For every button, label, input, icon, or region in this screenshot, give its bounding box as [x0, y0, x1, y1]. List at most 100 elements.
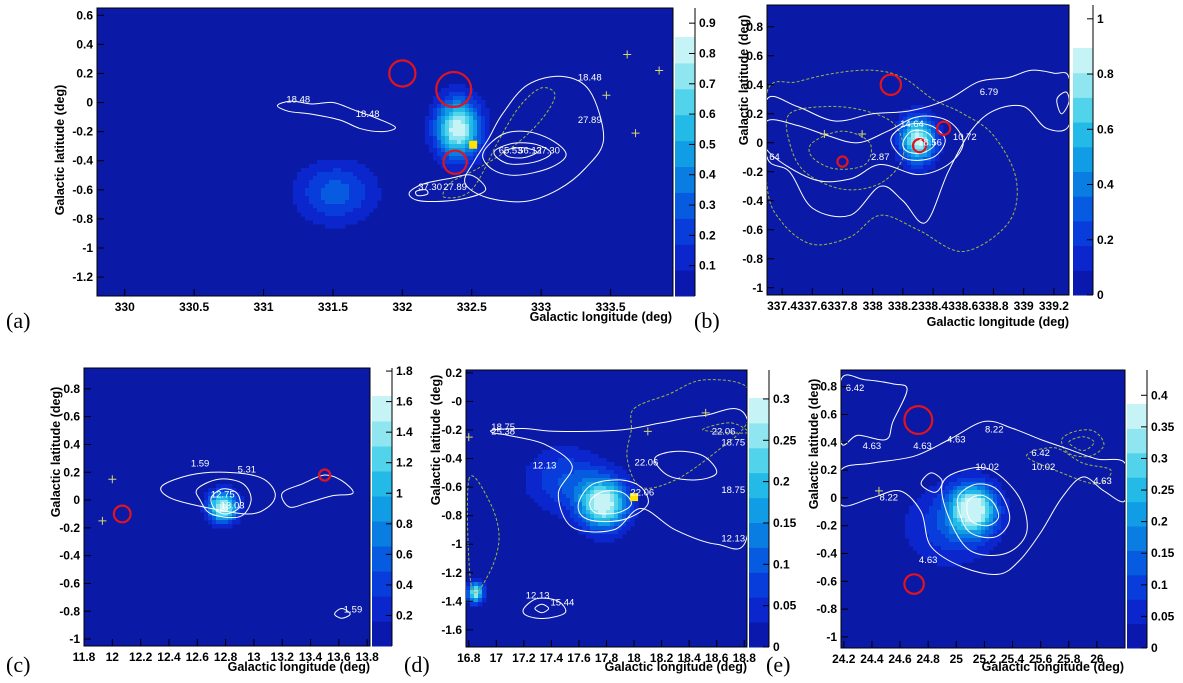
heatmap-cell: [317, 212, 322, 217]
heatmap-cell: [574, 462, 579, 467]
heatmap-cell: [542, 458, 547, 463]
heatmap-cell: [554, 502, 559, 507]
colorbar-swatch: [675, 37, 695, 64]
heatmap-cell: [469, 116, 474, 121]
heatmap-cell: [973, 506, 978, 511]
y-ticks-b: -1-0.8-0.6-0.4-0.200.20.40.60.8: [742, 20, 774, 295]
heatmap-cell: [301, 176, 306, 181]
heatmap-cell: [899, 121, 904, 126]
x-ticks-c: 11.8 12 12.2 12.4 12.6 12.8 13 13.2 13.4 13.6 13.8: [73, 639, 379, 664]
heatmap-cell: [969, 506, 974, 511]
heatmap-cell: [542, 506, 547, 511]
x-tick-label: 18.8: [733, 651, 757, 665]
heatmap-cell: [216, 520, 221, 525]
heatmap-cell: [554, 450, 559, 455]
heatmap-cell: [208, 504, 213, 509]
colorbar-swatch: [1127, 574, 1147, 600]
heatmap-cell: [977, 498, 982, 503]
heatmap-cell: [981, 542, 986, 547]
heatmap-cell: [309, 172, 314, 177]
heatmap-cell: [477, 124, 482, 129]
heatmap-cell: [923, 121, 928, 126]
colorbar-tick-label: 0.1: [773, 557, 790, 571]
heatmap-cell: [441, 116, 446, 121]
heatmap-cell: [333, 224, 338, 229]
heatmap-cell: [216, 496, 221, 501]
y-tick-label: 0.2: [445, 366, 462, 380]
heatmap-cell: [554, 454, 559, 459]
heatmap-cell: [373, 192, 378, 197]
heatmap-cell: [365, 188, 370, 193]
y-axis-title-b: Galactic latitude (deg): [737, 15, 751, 146]
heatmap-cell: [606, 510, 611, 515]
heatmap-cell: [341, 196, 346, 201]
heatmap-cell: [357, 176, 362, 181]
heatmap-cell: [618, 482, 623, 487]
heatmap-cell: [301, 188, 306, 193]
heatmap-cell: [341, 200, 346, 205]
heatmap-cell: [453, 144, 458, 149]
cross-marker: [643, 427, 652, 436]
heatmap-cell: [985, 546, 990, 551]
heatmap-cell: [325, 204, 330, 209]
heatmap-cell: [550, 498, 555, 503]
heatmap-cell: [610, 514, 615, 519]
heatmap-cell: [921, 550, 926, 555]
heatmap-cell: [586, 486, 591, 491]
heatmap-cell: [582, 462, 587, 467]
heatmap-cell: [923, 117, 928, 122]
heatmap-cell: [913, 506, 918, 511]
heatmap-cell: [953, 486, 958, 491]
heatmap-cell: [321, 188, 326, 193]
heatmap-cell: [626, 498, 631, 503]
heatmap-cell: [618, 526, 623, 531]
heatmap-cell: [614, 502, 619, 507]
heatmap-cell: [913, 538, 918, 543]
heatmap-cell: [630, 518, 635, 523]
heatmap-cell: [361, 200, 366, 205]
heatmap-cell: [997, 514, 1002, 519]
heatmap-cell: [349, 188, 354, 193]
colorbar-tick-label: 0.2: [773, 475, 790, 489]
contour-label: 4.63: [863, 441, 882, 452]
heatmap-cell: [981, 494, 986, 499]
heatmap-cell: [321, 180, 326, 185]
heatmap-cell: [941, 478, 946, 483]
x-ticks-e: 24.2 24.4 24.6 24.8 25 25.2 25.4 25.6 25.8 26: [832, 641, 1104, 666]
heatmap-cell: [610, 490, 615, 495]
heatmap-cell: [216, 500, 221, 505]
heatmap-cell: [614, 534, 619, 539]
source-circle: [903, 405, 934, 436]
heatmap-cell: [481, 100, 486, 105]
heatmap-cell: [578, 514, 583, 519]
heatmap-cell: [317, 184, 322, 189]
colorbar-swatch: [675, 192, 695, 219]
heatmap-cell: [614, 522, 619, 527]
heatmap-cell: [437, 144, 442, 149]
heatmap-cell: [365, 200, 370, 205]
heatmap-cell: [929, 526, 934, 531]
colorbar-tick-label: 0.5: [699, 137, 716, 151]
heatmap-cell: [542, 494, 547, 499]
heatmap-cell: [337, 208, 342, 213]
heatmap-cell: [933, 542, 938, 547]
heatmap-cell: [606, 514, 611, 519]
heatmap-cell: [937, 530, 942, 535]
colorbar-tick-label: 0.3: [1151, 451, 1168, 465]
heatmap-cell: [981, 546, 986, 551]
heatmap-cell: [622, 474, 627, 479]
heatmap-cell: [606, 530, 611, 535]
heatmap-cell: [321, 164, 326, 169]
colorbar-swatch: [372, 621, 392, 647]
heatmap-cell: [953, 538, 958, 543]
heatmap-cell: [969, 486, 974, 491]
heatmap-cell: [341, 164, 346, 169]
heatmap-cell: [365, 184, 370, 189]
heatmap-cell: [445, 96, 450, 101]
heatmap-cell: [965, 538, 970, 543]
heatmap-cell: [993, 502, 998, 507]
heatmap-cell: [550, 454, 555, 459]
heatmap-cell: [566, 494, 571, 499]
heatmap-cell: [325, 212, 330, 217]
heatmap-cell: [618, 534, 623, 539]
